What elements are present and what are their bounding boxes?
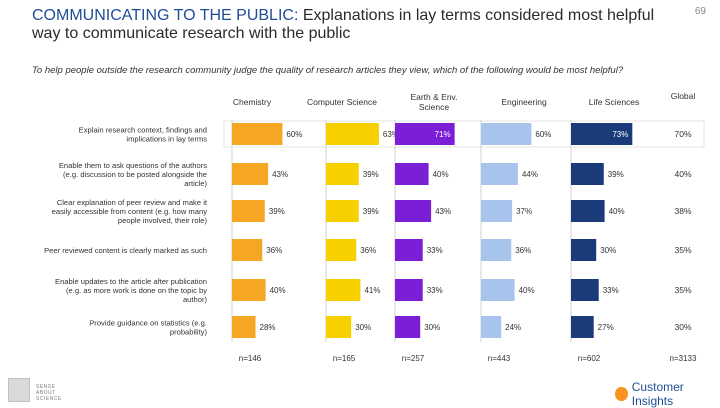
bar-5-1 (571, 123, 633, 145)
bar-2-2 (326, 163, 359, 185)
bar-3-2 (395, 163, 429, 185)
bar-1-6 (232, 316, 256, 338)
bar-2-3 (326, 200, 359, 222)
bar-2-4 (326, 239, 357, 261)
sample-size-5: n=602 (578, 354, 601, 363)
data-label-5-2: 39% (608, 170, 624, 179)
customer-insights-icon (615, 387, 628, 401)
logo-right-text: Customer Insights (631, 380, 684, 408)
bar-5-5 (571, 279, 599, 301)
row-label-5: Enable updates to the article after publ… (55, 277, 207, 304)
bar-1-2 (232, 163, 269, 185)
global-value-1: 70% (674, 129, 691, 139)
bar-5-2 (571, 163, 604, 185)
global-value-5: 35% (674, 285, 691, 295)
data-label-5-1: 73% (612, 130, 628, 139)
row-label-2: Enable them to ask questions of the auth… (59, 161, 208, 188)
bar-3-1 (395, 123, 455, 145)
data-label-5-3: 40% (609, 207, 625, 216)
bar-4-5 (481, 279, 515, 301)
sample-size-3: n=257 (402, 354, 425, 363)
bar-1-4 (232, 239, 263, 261)
bar-3-4 (395, 239, 423, 261)
data-label-3-1: 71% (435, 130, 451, 139)
data-label-2-4: 36% (360, 246, 376, 255)
bar-1-3 (232, 200, 265, 222)
column-header-3: Earth & Env. Science (410, 92, 457, 112)
data-label-2-6: 30% (355, 323, 371, 332)
data-label-2-3: 39% (363, 207, 379, 216)
data-label-1-5: 40% (270, 286, 286, 295)
data-label-1-3: 39% (269, 207, 285, 216)
bar-3-5 (395, 279, 423, 301)
top-row-highlight (223, 120, 705, 148)
elsevier-logo: SENSE ABOUT SCIENCE (8, 378, 74, 402)
data-label-2-2: 39% (363, 170, 379, 179)
elsevier-tree-icon (8, 378, 30, 402)
data-label-4-4: 36% (515, 246, 531, 255)
bar-3-6 (395, 316, 421, 338)
logo-left-line2: ABOUT SCIENCE (36, 390, 62, 402)
bar-4-4 (481, 239, 512, 261)
data-label-4-3: 37% (516, 207, 532, 216)
bar-5-4 (571, 239, 597, 261)
bar-4-2 (481, 163, 518, 185)
data-label-3-3: 43% (435, 207, 451, 216)
bar-2-1 (326, 123, 379, 145)
bar-5-6 (571, 316, 594, 338)
row-label-6: Provide guidance on statistics (e.g. prob… (89, 318, 207, 336)
bar-3-3 (395, 200, 432, 222)
row-label-4: Peer reviewed content is clearly marked … (44, 246, 207, 255)
data-label-4-6: 24% (505, 323, 521, 332)
sample-size-1: n=146 (239, 354, 262, 363)
data-label-2-1: 63% (383, 130, 399, 139)
column-header-global: Global (671, 91, 696, 101)
bar-1-5 (232, 279, 266, 301)
column-header-1: Chemistry (233, 97, 272, 107)
title-prefix: COMMUNICATING TO THE PUBLIC: (32, 7, 299, 24)
data-label-5-5: 33% (603, 286, 619, 295)
data-label-1-4: 36% (266, 246, 282, 255)
data-label-2-5: 41% (364, 286, 380, 295)
bar-2-6 (326, 316, 352, 338)
data-label-1-1: 60% (286, 130, 302, 139)
data-label-4-1: 60% (535, 130, 551, 139)
sample-size-2: n=165 (333, 354, 356, 363)
column-header-2: Computer Science (307, 97, 377, 107)
data-label-1-2: 43% (272, 170, 288, 179)
title-rest: Explanations in lay terms considered mos… (32, 7, 655, 42)
data-label-4-5: 40% (519, 286, 535, 295)
page-title: COMMUNICATING TO THE PUBLIC: Explanation… (32, 7, 672, 43)
data-label-3-6: 30% (424, 323, 440, 332)
sample-size-global: n=3133 (670, 354, 697, 363)
data-label-3-2: 40% (433, 170, 449, 179)
column-header-5: Life Sciences (589, 97, 640, 107)
bar-5-3 (571, 200, 605, 222)
data-label-4-2: 44% (522, 170, 538, 179)
bar-4-3 (481, 200, 513, 222)
bar-1-1 (232, 123, 283, 145)
global-value-2: 40% (674, 169, 691, 179)
column-header-4: Engineering (501, 97, 547, 107)
page-number: 69 (694, 6, 706, 17)
bar-4-1 (481, 123, 532, 145)
global-value-6: 30% (674, 322, 691, 332)
data-label-1-6: 28% (260, 323, 276, 332)
bar-4-6 (481, 316, 502, 338)
sample-size-4: n=443 (488, 354, 511, 363)
global-value-4: 35% (674, 245, 691, 255)
global-value-3: 38% (674, 206, 691, 216)
logo-left-line1: SENSE (36, 384, 56, 390)
row-label-1: Explain research context, findings and im… (79, 125, 208, 143)
data-label-3-4: 33% (427, 246, 443, 255)
data-label-3-5: 33% (427, 286, 443, 295)
data-label-5-6: 27% (598, 323, 614, 332)
bar-2-5 (326, 279, 361, 301)
data-label-5-4: 30% (600, 246, 616, 255)
row-label-3: Clear explanation of peer review and mak… (52, 198, 208, 225)
survey-question: To help people outside the research comm… (32, 65, 624, 76)
customer-insights-logo: Customer Insights (615, 380, 720, 408)
